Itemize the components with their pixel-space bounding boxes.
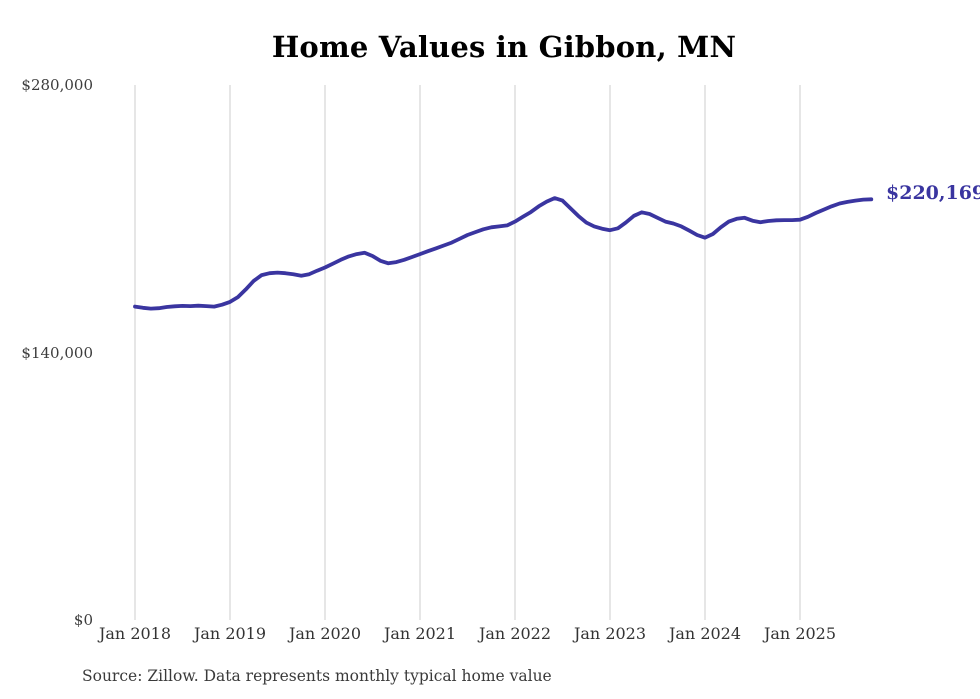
y-tick-label: $0 [73,611,93,629]
x-tick-label: Jan 2024 [668,624,742,643]
x-tick-label: Jan 2020 [288,624,362,643]
chart-title: Home Values in Gibbon, MN [271,30,737,64]
x-tick-label: Jan 2023 [573,624,647,643]
y-tick-label: $280,000 [21,76,93,94]
x-tick-label: Jan 2018 [98,624,172,643]
x-tick-label: Jan 2022 [478,624,552,643]
x-tick-label: Jan 2021 [383,624,457,643]
x-tick-label: Jan 2025 [763,624,837,643]
home-value-line [133,196,874,311]
x-tick-label: Jan 2019 [193,624,267,643]
y-tick-label: $140,000 [21,343,93,362]
source-note: Source: Zillow. Data represents monthly … [82,667,552,685]
latest-value-label: $220,169 [886,182,980,204]
